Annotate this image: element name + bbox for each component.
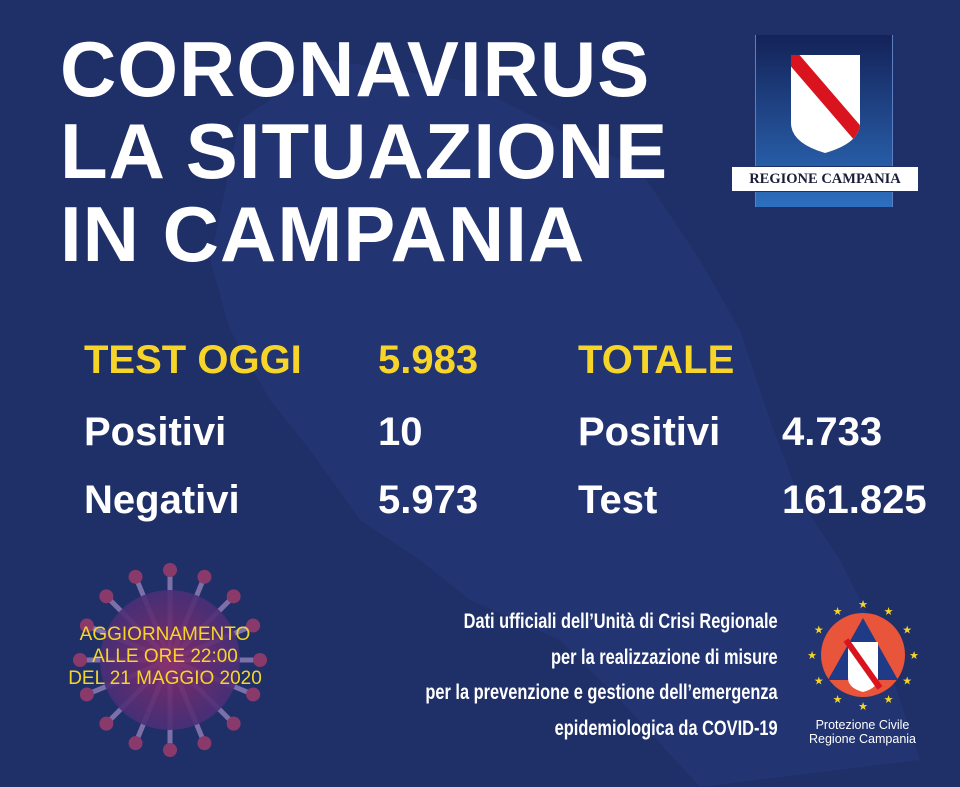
star-icon: ★ xyxy=(808,650,817,662)
virus-icon xyxy=(73,563,267,757)
source-text: Dati ufficiali dell’Unità di Crisi Regio… xyxy=(426,604,778,746)
virus-spike-tip xyxy=(73,653,87,667)
protezione-civile-line-2: Regione Campania xyxy=(808,732,916,746)
title-line-2: LA SITUAZIONE xyxy=(60,107,669,195)
source-line-2: per la realizzazione di misure xyxy=(551,645,778,669)
star-icon: ★ xyxy=(902,625,912,637)
virus-spike-tip xyxy=(246,618,261,633)
virus-spike-tip xyxy=(99,716,114,731)
protezione-civile-logo: ★ ★ ★ ★ ★ ★ ★ ★ ★ ★ ★ ★ xyxy=(808,600,918,713)
regione-campania-label: REGIONE CAMPANIA xyxy=(731,166,919,192)
virus-spike-tip xyxy=(197,569,212,584)
today-header: TEST OGGI xyxy=(84,338,302,382)
star-icon: ★ xyxy=(833,606,843,618)
star-icon: ★ xyxy=(858,701,868,713)
virus-spike-tip xyxy=(79,687,94,702)
virus-spike-tip xyxy=(99,589,114,604)
star-icon: ★ xyxy=(884,606,894,618)
protezione-civile-line-1: Protezione Civile xyxy=(815,718,910,732)
total-positive-value: 4.733 xyxy=(782,410,883,454)
today-tests-value: 5.983 xyxy=(378,338,479,382)
title-line-1: CORONAVIRUS xyxy=(60,25,651,113)
update-line-2: ALLE ORE 22:00 xyxy=(92,646,238,667)
star-icon: ★ xyxy=(909,650,918,662)
update-line-1: AGGIORNAMENTO xyxy=(79,624,251,645)
star-icon: ★ xyxy=(814,625,824,637)
star-icon: ★ xyxy=(884,694,894,706)
today-positive-value: 10 xyxy=(378,410,423,454)
virus-spike-tip xyxy=(197,736,212,751)
coat-of-arms-icon xyxy=(791,55,860,153)
virus-spike-tip xyxy=(128,569,143,584)
title-line-3: IN CAMPANIA xyxy=(60,190,586,278)
star-icon: ★ xyxy=(833,694,843,706)
today-negative-label: Negativi xyxy=(84,478,240,522)
star-icon: ★ xyxy=(858,600,868,611)
today-positive-label: Positivi xyxy=(84,410,227,454)
today-negative-value: 5.973 xyxy=(378,478,479,522)
virus-spike-tip xyxy=(226,716,241,731)
source-line-3: per la prevenzione e gestione dell’emerg… xyxy=(425,681,778,704)
total-test-label: Test xyxy=(578,478,658,522)
virus-spike-tip xyxy=(79,618,94,633)
virus-spike-tip xyxy=(163,563,177,577)
total-tests-value: 161.825 xyxy=(782,478,927,522)
virus-spike-tip xyxy=(226,589,241,604)
protezione-civile-label: Protezione Civile Regione Campania xyxy=(800,718,925,746)
virus-spike-tip xyxy=(246,687,261,702)
total-positive-label: Positivi xyxy=(578,410,721,454)
total-header: TOTALE xyxy=(578,338,735,382)
virus-spike-tip xyxy=(253,653,267,667)
update-notice: AGGIORNAMENTO ALLE ORE 22:00 DEL 21 MAGG… xyxy=(40,624,290,690)
source-line-1: Dati ufficiali dell’Unità di Crisi Regio… xyxy=(463,610,778,633)
update-line-3: DEL 21 MAGGIO 2020 xyxy=(68,668,262,689)
star-icon: ★ xyxy=(902,676,912,688)
virus-spike-tip xyxy=(163,743,177,757)
star-icon: ★ xyxy=(814,676,824,688)
source-line-4: epidemiologica da COVID-19 xyxy=(554,716,778,740)
virus-spike-tip xyxy=(128,736,143,751)
